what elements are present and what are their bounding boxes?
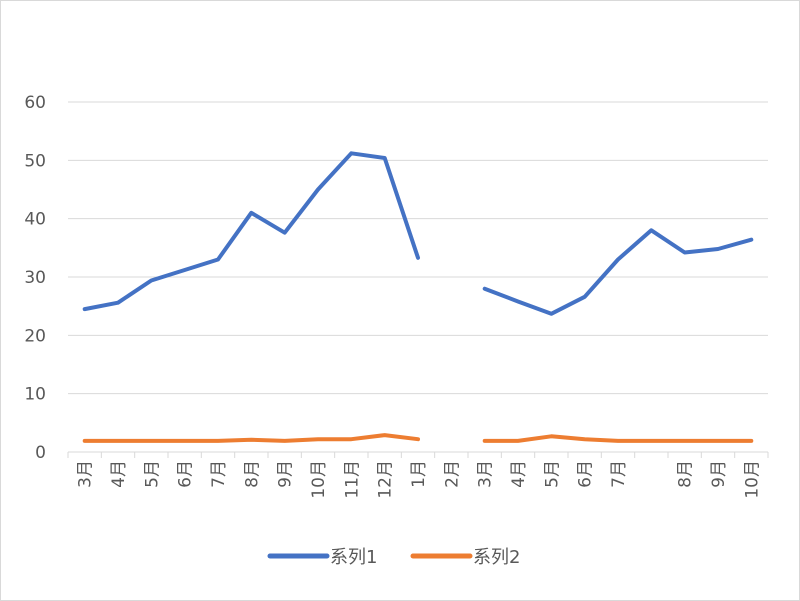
x-tick-label: 4月 (509, 460, 529, 488)
x-tick-label: 2月 (442, 460, 462, 488)
x-tick-label: 6月 (576, 460, 596, 488)
x-tick-label: 5月 (142, 460, 162, 488)
gridlines (67, 101, 769, 458)
x-tick-label: 3月 (76, 460, 96, 488)
legend-label-1: 系列1 (330, 547, 377, 568)
y-tick-label: 30 (24, 268, 46, 288)
legend: 系列1 系列2 (267, 547, 520, 568)
x-tick-label: 5月 (542, 460, 562, 488)
x-tick-label: 7月 (609, 460, 629, 488)
x-tick-label: 3月 (476, 460, 496, 488)
x-tick-label: 10月 (742, 460, 762, 499)
y-tick-label: 60 (24, 93, 46, 113)
y-tick-label: 10 (24, 385, 46, 405)
x-tick-label: 9月 (276, 460, 296, 488)
series-line-2 (82, 433, 754, 443)
y-axis-tick-labels: 0 10 20 30 40 50 60 (24, 93, 46, 463)
x-tick-label: 7月 (209, 460, 229, 488)
legend-label-2: 系列2 (473, 547, 520, 568)
y-tick-label: 20 (24, 326, 46, 346)
x-axis-tick-labels: 3月 4月 5月 6月 7月 8月 9月 10月 11月 12月 1月 2月 3月 4月 5月 6月 7月 8月 9… (76, 460, 763, 499)
y-tick-label: 50 (24, 151, 46, 171)
x-tick-label: 6月 (176, 460, 196, 488)
y-tick-label: 0 (35, 443, 46, 463)
x-tick-label: 4月 (109, 460, 129, 488)
series-lines (82, 151, 754, 443)
series-line-1 (82, 151, 754, 316)
x-tick-label: 8月 (676, 460, 696, 488)
x-tick-label: 11月 (342, 460, 362, 499)
x-tick-label: 8月 (242, 460, 262, 488)
x-tick-label: 9月 (709, 460, 729, 488)
y-tick-label: 40 (24, 210, 46, 230)
x-tick-label: 1月 (409, 460, 429, 488)
x-tick-label: 12月 (376, 460, 396, 499)
x-tick-label: 10月 (309, 460, 329, 499)
